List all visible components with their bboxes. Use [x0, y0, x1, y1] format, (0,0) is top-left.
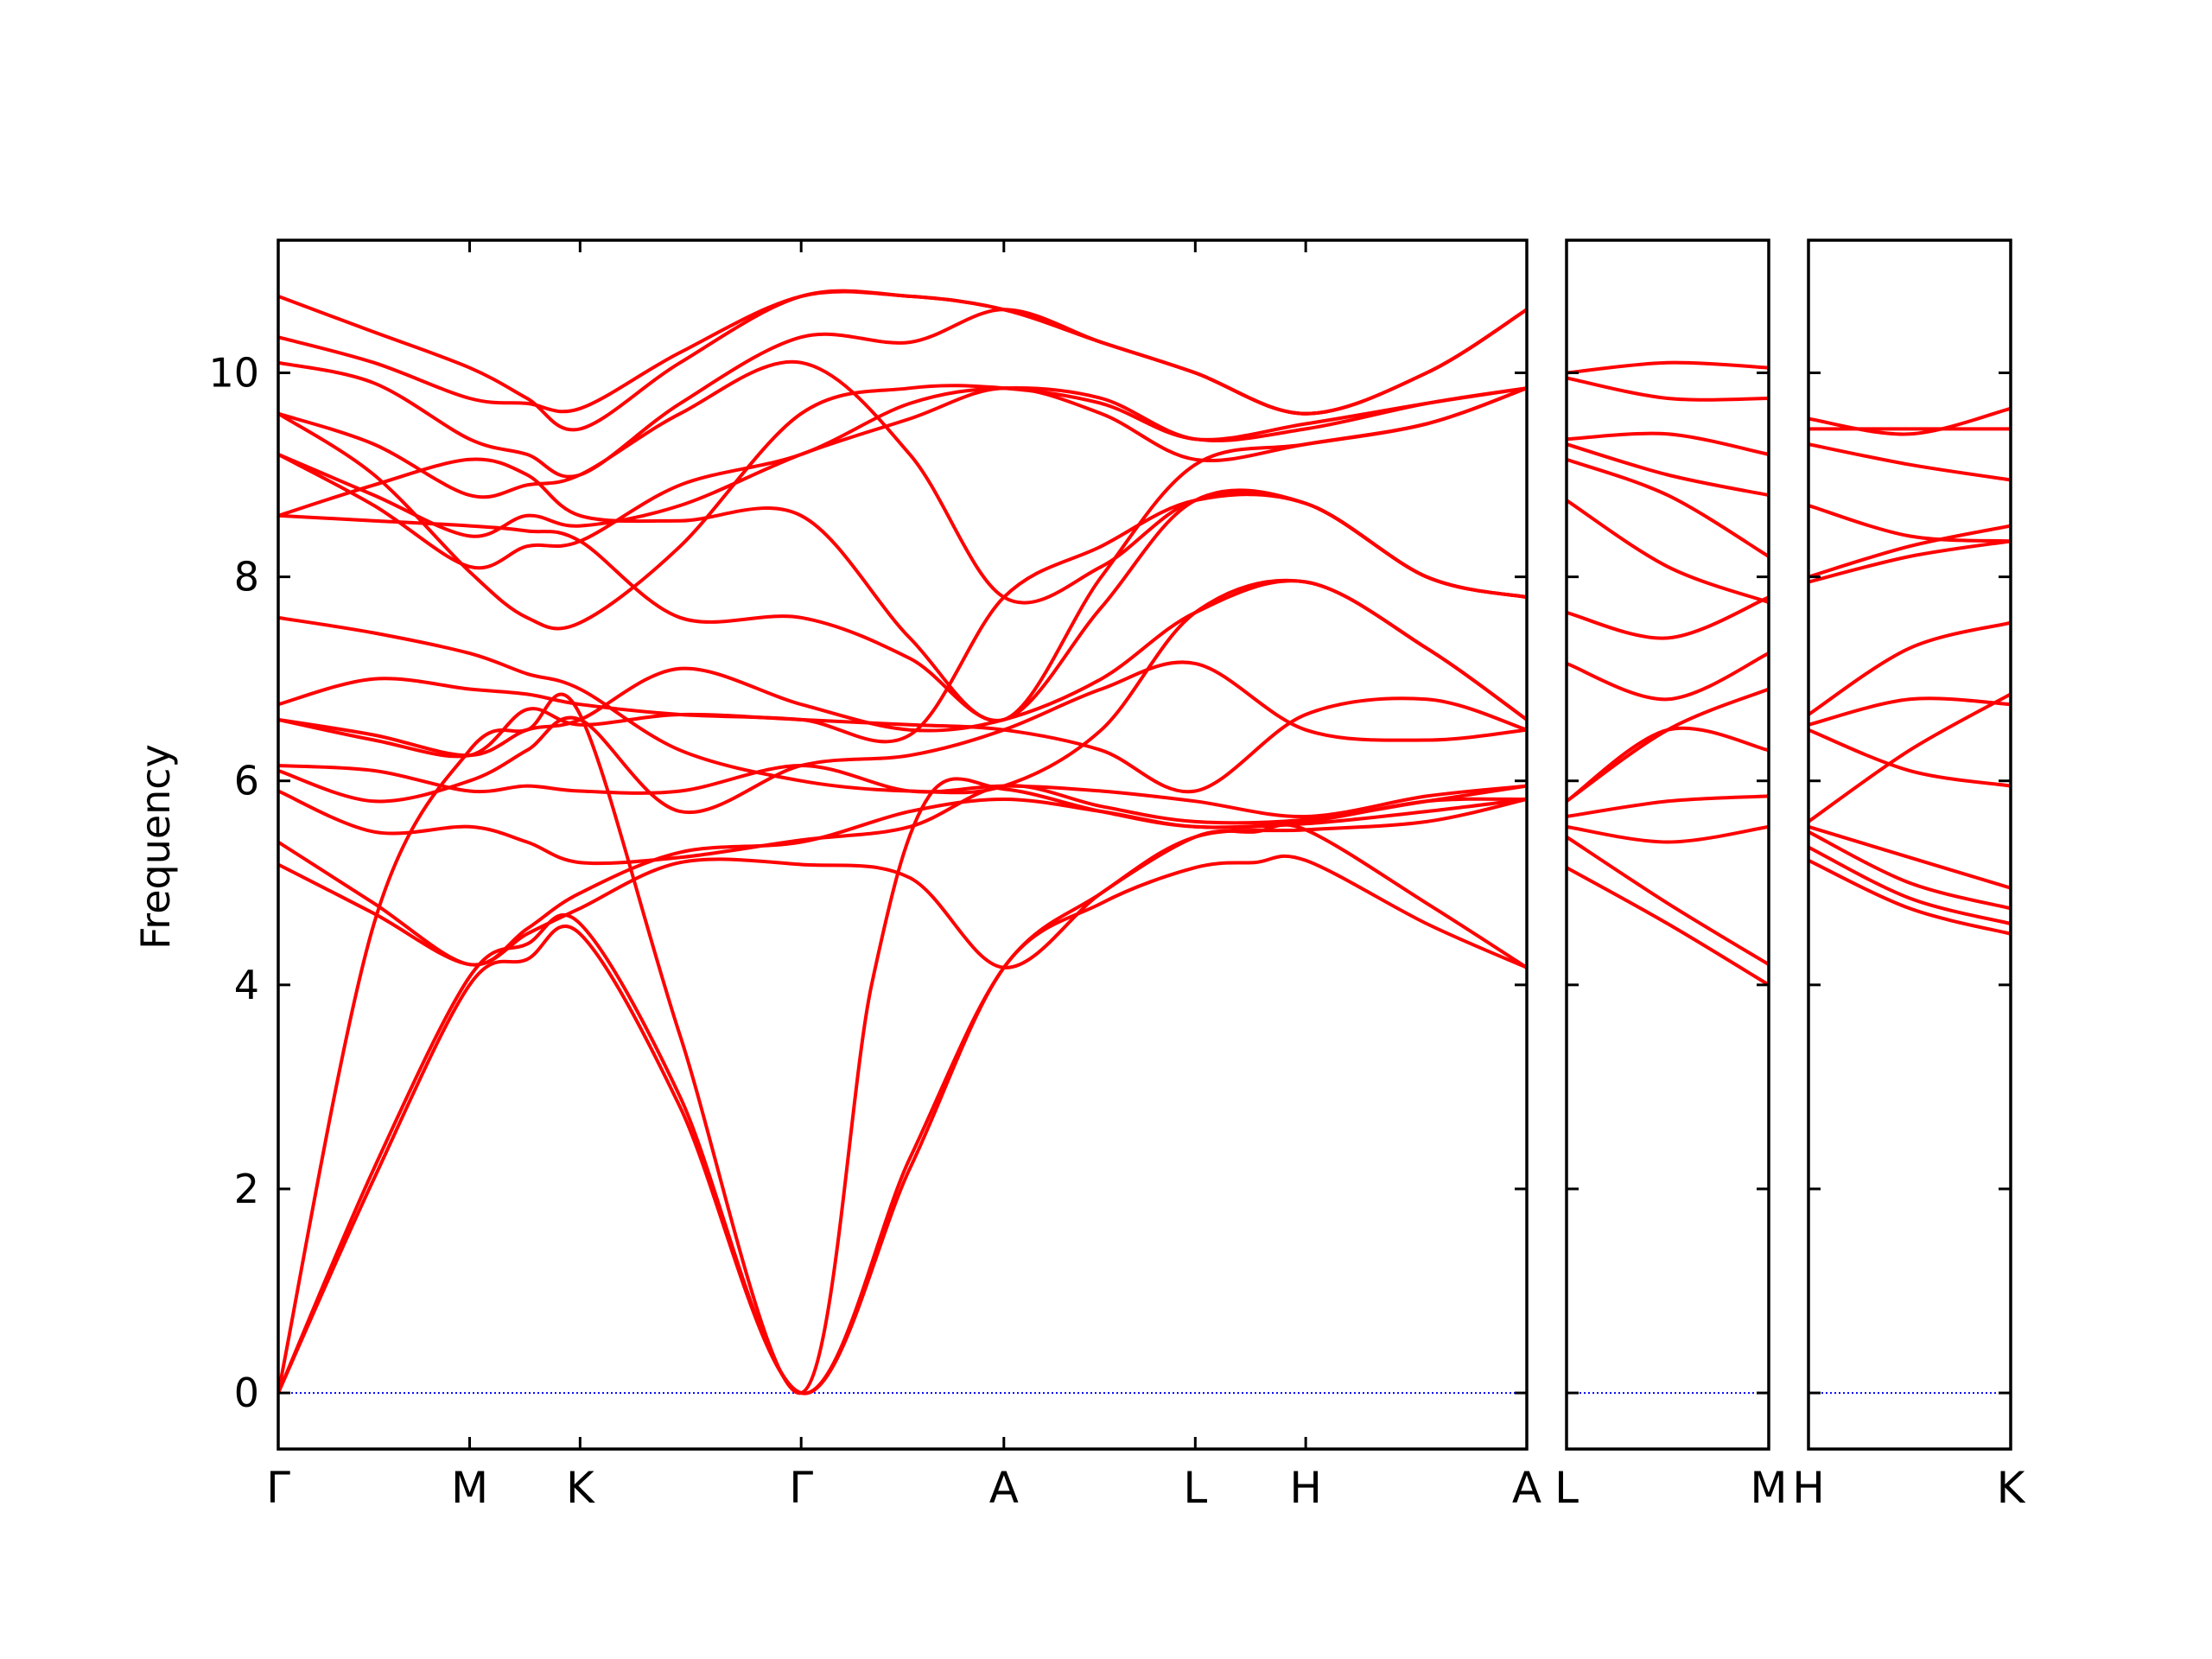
- bands-group-1: [1567, 360, 1769, 987]
- band-line-1-8: [1567, 499, 1769, 605]
- band-line-2-7: [1808, 620, 2011, 716]
- y-tick-label-3: 6: [234, 758, 259, 804]
- band-line-2-3: [1808, 824, 2011, 890]
- band-line-2-13: [1808, 406, 2011, 436]
- band-line-2-1: [1808, 845, 2011, 925]
- bands-group-0: [278, 289, 1527, 1395]
- y-tick-label-5: 10: [208, 349, 259, 396]
- band-line-2-10: [1808, 504, 2011, 543]
- band-line-0-4: [278, 798, 1527, 967]
- band-line-0-5: [278, 784, 1527, 866]
- band-line-1-0: [1567, 866, 1769, 987]
- band-line-0-3: [278, 798, 1527, 969]
- band-line-0-17: [278, 359, 1527, 605]
- band-line-0-0: [278, 854, 1527, 1395]
- band-line-2-6: [1808, 696, 2011, 727]
- band-line-0-14: [278, 386, 1527, 538]
- band-line-1-12: [1567, 376, 1769, 402]
- y-tick-label-0: 0: [234, 1370, 259, 1416]
- kpoint-label-0-2: K: [566, 1463, 595, 1513]
- panel-frame-1: [1565, 238, 1770, 1451]
- kpoint-label-2-1: K: [1997, 1463, 2026, 1513]
- band-line-1-4: [1567, 726, 1769, 804]
- band-line-2-4: [1808, 692, 2011, 823]
- band-line-0-1: [278, 823, 1527, 1395]
- band-line-2-5: [1808, 728, 2011, 788]
- y-tick-label-2: 4: [234, 962, 259, 1008]
- y-tick-label-4: 8: [234, 554, 259, 601]
- band-line-0-12: [278, 488, 1527, 722]
- band-line-1-3: [1567, 794, 1769, 818]
- kpoint-label-1-0: L: [1554, 1463, 1579, 1513]
- kpoint-label-0-7: A: [1512, 1463, 1541, 1513]
- band-line-0-6: [278, 764, 1527, 819]
- band-line-0-11: [278, 578, 1527, 795]
- band-line-1-10: [1567, 442, 1769, 498]
- band-line-2-9: [1808, 524, 2011, 579]
- kpoint-label-0-4: A: [989, 1463, 1019, 1513]
- band-line-2-8: [1808, 539, 2011, 584]
- band-line-2-11: [1808, 442, 2011, 482]
- kpoint-label-0-3: Γ: [789, 1463, 813, 1513]
- band-line-0-7: [278, 660, 1527, 815]
- band-line-1-7: [1567, 595, 1769, 640]
- band-line-1-5: [1567, 687, 1769, 804]
- y-axis-title-group: Frequency: [132, 744, 179, 950]
- kpoint-label-1-1: M: [1750, 1463, 1787, 1513]
- kpoint-label-0-1: M: [451, 1463, 488, 1513]
- band-line-1-13: [1567, 360, 1769, 375]
- band-line-0-18: [278, 308, 1527, 479]
- band-line-2-2: [1808, 830, 2011, 911]
- kpoint-label-0-6: H: [1289, 1463, 1322, 1513]
- kpoint-label-0-5: L: [1183, 1463, 1207, 1513]
- band-line-1-6: [1567, 652, 1769, 702]
- y-tick-label-1: 2: [234, 1166, 259, 1212]
- kpoint-label-2-0: H: [1792, 1463, 1825, 1513]
- band-line-0-2: [278, 692, 1527, 1395]
- panel-frame-0: [276, 238, 1529, 1451]
- kpoint-label-0-0: Γ: [266, 1463, 290, 1513]
- band-line-1-9: [1567, 457, 1769, 558]
- band-line-0-20: [278, 289, 1527, 432]
- band-line-1-2: [1567, 824, 1769, 844]
- band-line-0-9: [278, 696, 1527, 794]
- band-line-2-0: [1808, 858, 2011, 936]
- band-line-0-16: [278, 384, 1527, 631]
- band-line-0-15: [278, 386, 1527, 570]
- panel-frame-2: [1807, 238, 2012, 1451]
- bands-group-2: [1808, 406, 2011, 936]
- band-line-1-11: [1567, 431, 1769, 456]
- band-line-0-8: [278, 579, 1527, 758]
- band-line-1-1: [1567, 835, 1769, 967]
- y-axis-title: Frequency: [132, 744, 179, 950]
- band-line-0-19: [278, 289, 1527, 416]
